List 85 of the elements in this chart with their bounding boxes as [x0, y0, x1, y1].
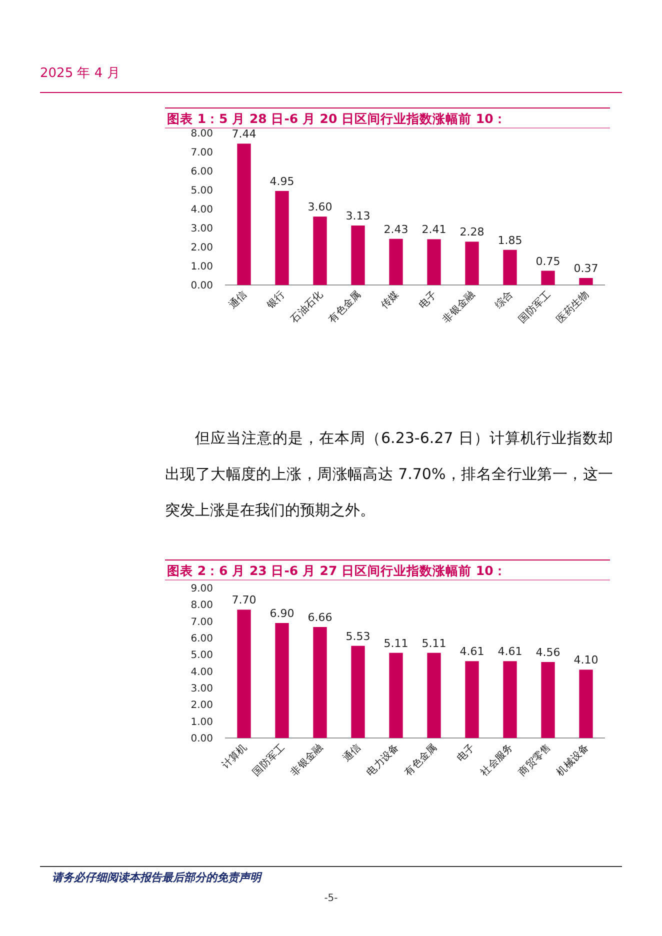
- data-label: 4.56: [536, 646, 560, 659]
- x-tick-label: 机械设备: [554, 742, 592, 778]
- data-label: 4.61: [498, 645, 522, 658]
- bar: [275, 623, 289, 738]
- bar: [427, 652, 441, 738]
- text: 请务必仔细阅读本报告最后部分的免责声明: [52, 870, 261, 885]
- data-label: 7.70: [232, 594, 256, 607]
- x-tick-label: 电子: [454, 742, 478, 764]
- bar: [313, 627, 327, 738]
- x-tick-label: 社会服务: [478, 742, 516, 778]
- bar: [389, 652, 403, 738]
- y-tick-label: 1.00: [190, 716, 213, 728]
- bar: [465, 661, 479, 738]
- text: 2025 年 4 月: [40, 65, 120, 82]
- data-label: 7.44: [232, 128, 256, 141]
- y-tick-label: 0.00: [190, 280, 213, 292]
- bar: [427, 239, 441, 285]
- data-label: 6.66: [308, 611, 332, 624]
- y-tick-label: 7.00: [190, 148, 213, 158]
- x-tick-label: 国防军工: [516, 288, 554, 326]
- x-tick-label: 石油石化: [288, 288, 326, 326]
- x-tick-label: 通信: [340, 742, 364, 764]
- y-tick-label: 7.00: [190, 616, 213, 628]
- bar: [237, 610, 251, 738]
- bar: [541, 662, 555, 738]
- x-tick-label: 通信: [226, 288, 250, 312]
- y-tick-label: 2.00: [190, 700, 213, 712]
- y-tick-label: 8.00: [190, 128, 213, 140]
- bar: [351, 646, 365, 738]
- y-tick-label: 8.00: [190, 600, 213, 612]
- data-label: 4.95: [270, 174, 294, 188]
- bar: [503, 661, 517, 738]
- y-tick-label: 5.00: [190, 186, 213, 196]
- data-label: 2.28: [460, 226, 484, 239]
- x-tick-label: 非银金融: [288, 742, 326, 778]
- x-tick-label: 有色金属: [326, 288, 364, 326]
- bar: [503, 250, 517, 285]
- x-tick-label: 传媒: [379, 289, 402, 312]
- y-tick-label: 3.00: [190, 684, 213, 694]
- x-tick-label: 综合: [492, 288, 516, 312]
- bar: [275, 190, 289, 285]
- data-label: 3.60: [308, 200, 332, 214]
- bar: [237, 144, 251, 285]
- bar: [579, 670, 593, 738]
- x-tick-label: 银行: [264, 289, 288, 312]
- y-tick-label: 6.00: [190, 166, 213, 178]
- data-label: 5.11: [422, 636, 446, 650]
- data-label: 4.61: [460, 645, 484, 658]
- bar: [389, 238, 403, 285]
- data-label: 2.41: [422, 223, 446, 236]
- bar: [579, 278, 593, 285]
- bar: [465, 242, 479, 285]
- data-label: 5.11: [384, 636, 408, 650]
- y-tick-label: 0.00: [190, 734, 213, 744]
- bar: [541, 270, 555, 285]
- x-tick-label: 电力设备: [364, 742, 402, 778]
- bar: [313, 216, 327, 285]
- data-label: 0.37: [574, 262, 598, 275]
- x-tick-label: 有色金属: [402, 742, 440, 778]
- y-tick-label: 6.00: [190, 634, 213, 644]
- y-tick-label: 3.00: [190, 224, 213, 234]
- y-tick-label: 9.00: [190, 584, 213, 594]
- chart-title: 图表 1：5 月 28 日-6 月 20 日区间行业指数涨幅前 10：: [167, 111, 506, 126]
- y-tick-label: 4.00: [190, 204, 213, 216]
- data-label: 3.13: [346, 210, 370, 223]
- y-tick-label: 2.00: [190, 242, 213, 254]
- y-tick-label: 5.00: [190, 650, 213, 662]
- chart-title: 图表 2：6 月 23 日-6 月 27 日区间行业指数涨幅前 10：: [167, 563, 506, 578]
- y-tick-label: 4.00: [190, 666, 213, 678]
- bar: [351, 226, 365, 285]
- data-label: 2.43: [384, 222, 408, 236]
- text: 但应当注意的是，在本周（6.23-6.27 日）计算机行业指数却出现了大幅度的上涨，周涨幅高达 7.70%，排名全行业第一，这一突发上涨是在我们的预期之外。: [165, 429, 613, 519]
- y-tick-label: 1.00: [190, 262, 213, 272]
- x-tick-label: 计算机: [219, 742, 250, 772]
- x-tick-label: 医药生物: [554, 288, 592, 326]
- data-label: 0.75: [536, 254, 560, 268]
- data-label: 5.53: [346, 630, 370, 643]
- x-tick-label: 国防军工: [250, 742, 288, 778]
- data-label: 6.90: [270, 607, 294, 620]
- x-tick-label: 电子: [416, 288, 440, 312]
- text: -5-: [323, 893, 339, 904]
- x-tick-label: 商贸零售: [516, 742, 554, 778]
- data-label: 1.85: [498, 234, 522, 247]
- x-tick-label: 非银金融: [440, 288, 478, 326]
- data-label: 4.10: [574, 654, 598, 667]
